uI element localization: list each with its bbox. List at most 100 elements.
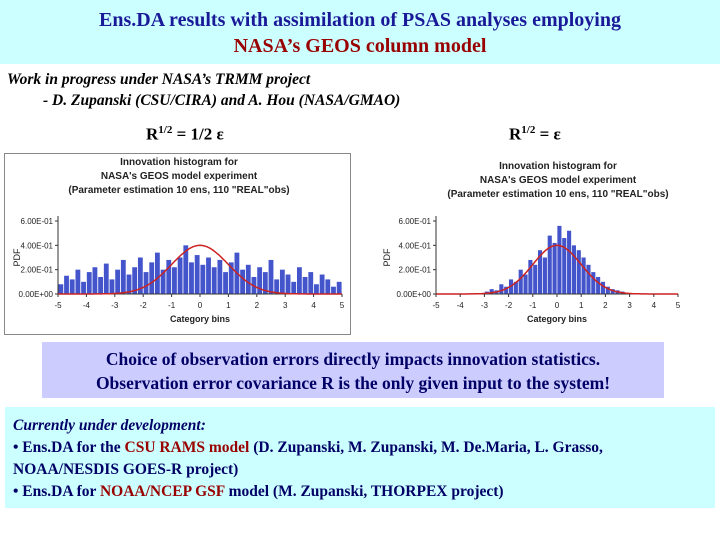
histogram-bar bbox=[223, 272, 228, 294]
x-tick-label: 5 bbox=[340, 301, 345, 310]
right-histogram-chart: Innovation histogram for NASA's GEOS mode… bbox=[382, 161, 681, 324]
histogram-bar bbox=[143, 272, 149, 294]
x-axis-label: Category bins bbox=[170, 314, 230, 324]
title-line-2: NASA’s GEOS column model bbox=[233, 35, 487, 57]
callout-line-2: Observation error covariance R is the on… bbox=[95, 373, 611, 393]
x-tick-label: 2 bbox=[255, 301, 260, 310]
histogram-bar bbox=[610, 289, 615, 294]
normal-distribution-curve bbox=[436, 244, 678, 295]
y-tick-label: 4.00E-01 bbox=[21, 241, 54, 250]
histogram-bar bbox=[562, 238, 567, 294]
histogram-bar bbox=[285, 274, 291, 294]
title-banner: Ens.DA results with assimilation of PSAS… bbox=[0, 0, 720, 64]
y-tick-label: 0.00E+00 bbox=[397, 290, 432, 299]
histogram-bar bbox=[154, 252, 160, 294]
histogram-bar bbox=[92, 267, 98, 294]
y-axis-label: PDF bbox=[12, 248, 22, 267]
chart-title-line: Innovation histogram for bbox=[120, 157, 238, 168]
histogram-bar bbox=[98, 276, 104, 294]
histogram-bar bbox=[75, 269, 81, 294]
histogram-bar bbox=[177, 257, 183, 294]
histogram-bar bbox=[217, 259, 223, 294]
histogram-bar bbox=[596, 276, 601, 294]
histogram-bar bbox=[228, 262, 234, 294]
histogram-bar bbox=[183, 245, 189, 294]
x-tick-label: 0 bbox=[555, 301, 560, 310]
histogram-bar bbox=[513, 281, 518, 294]
x-tick-label: 0 bbox=[198, 301, 203, 310]
x-tick-label: 3 bbox=[627, 301, 632, 310]
development-item-2: • Ens.DA for NOAA/NCEP GSF model (M. Zup… bbox=[13, 483, 504, 500]
histogram-bar bbox=[552, 242, 557, 294]
histogram-bar bbox=[308, 272, 314, 294]
histogram-bar bbox=[567, 230, 572, 294]
title-line-1: Ens.DA results with assimilation of PSAS… bbox=[99, 9, 621, 31]
histogram-bar bbox=[547, 235, 552, 294]
x-tick-label: -4 bbox=[83, 301, 91, 310]
y-tick-label: 4.00E-01 bbox=[399, 241, 432, 250]
x-tick-label: -3 bbox=[111, 301, 119, 310]
x-tick-label: -5 bbox=[432, 301, 440, 310]
x-tick-label: 2 bbox=[603, 301, 608, 310]
histogram-bar bbox=[172, 267, 177, 294]
histogram-bar bbox=[211, 267, 217, 294]
development-box: Currently under development: • Ens.DA fo… bbox=[5, 407, 715, 508]
x-tick-label: 1 bbox=[579, 301, 584, 310]
y-tick-label: 0.00E+00 bbox=[19, 290, 54, 299]
x-tick-label: -4 bbox=[457, 301, 465, 310]
histogram-bar bbox=[533, 264, 538, 294]
histogram-bar bbox=[240, 269, 246, 294]
chart-title-line: (Parameter estimation 10 ens, 110 "REAL"… bbox=[68, 185, 289, 196]
histogram-bar bbox=[194, 255, 200, 294]
histogram-bar bbox=[126, 274, 132, 294]
histogram-bar bbox=[279, 269, 285, 294]
histogram-bar bbox=[302, 276, 308, 294]
x-tick-label: 1 bbox=[226, 301, 231, 310]
histogram-bar bbox=[262, 272, 268, 294]
development-item-1: • Ens.DA for the CSU RAMS model (D. Zupa… bbox=[13, 439, 603, 456]
y-tick-label: 2.00E-01 bbox=[399, 266, 432, 275]
histogram-bar bbox=[160, 269, 166, 294]
histogram-bar bbox=[523, 274, 528, 294]
histogram-bar bbox=[581, 257, 586, 294]
histogram-bar bbox=[325, 279, 331, 294]
y-axis-label: PDF bbox=[382, 248, 392, 267]
histogram-bar bbox=[115, 269, 121, 294]
chart-title-line: NASA's GEOS model experiment bbox=[480, 175, 637, 186]
development-heading: Currently under development: bbox=[13, 417, 206, 434]
histogram-bar bbox=[166, 259, 172, 294]
x-tick-label: 3 bbox=[283, 301, 288, 310]
x-tick-label: -2 bbox=[505, 301, 513, 310]
histogram-bar bbox=[103, 263, 109, 294]
histogram-bar bbox=[528, 259, 533, 294]
histogram-bar bbox=[200, 264, 206, 294]
histogram-bar bbox=[137, 257, 143, 294]
chart-frame bbox=[4, 153, 351, 335]
histogram-bar bbox=[120, 259, 126, 294]
histogram-bar bbox=[245, 264, 251, 294]
y-tick-label: 2.00E-01 bbox=[21, 266, 54, 275]
histogram-bar bbox=[206, 257, 211, 294]
histogram-bar bbox=[557, 225, 562, 294]
x-tick-label: 4 bbox=[311, 301, 316, 310]
x-tick-label: -3 bbox=[481, 301, 489, 310]
histogram-bar bbox=[571, 245, 576, 294]
wip-line-2: - D. Zupanski (CSU/CIRA) and A. Hou (NAS… bbox=[43, 92, 401, 109]
histogram-bar bbox=[331, 286, 336, 294]
histogram-bar bbox=[586, 264, 591, 294]
x-tick-label: -2 bbox=[140, 301, 148, 310]
histogram-bar bbox=[86, 272, 92, 294]
histogram-bar bbox=[314, 284, 319, 294]
y-tick-label: 6.00E-01 bbox=[399, 217, 432, 226]
histogram-bar bbox=[489, 289, 494, 294]
wip-line-1: Work in progress under NASA’s TRMM proje… bbox=[7, 71, 311, 88]
work-in-progress-note: Work in progress under NASA’s TRMM proje… bbox=[7, 69, 400, 111]
x-axis-label: Category bins bbox=[527, 314, 587, 324]
histogram-bar bbox=[542, 257, 547, 294]
histogram-bar bbox=[296, 267, 302, 294]
histogram-bar bbox=[600, 281, 606, 294]
left-histogram-chart: Innovation histogram for NASA's GEOS mode… bbox=[4, 153, 351, 335]
x-tick-label: -5 bbox=[54, 301, 62, 310]
histogram-bar bbox=[189, 262, 194, 294]
chart-title-line: NASA's GEOS model experiment bbox=[101, 171, 258, 182]
